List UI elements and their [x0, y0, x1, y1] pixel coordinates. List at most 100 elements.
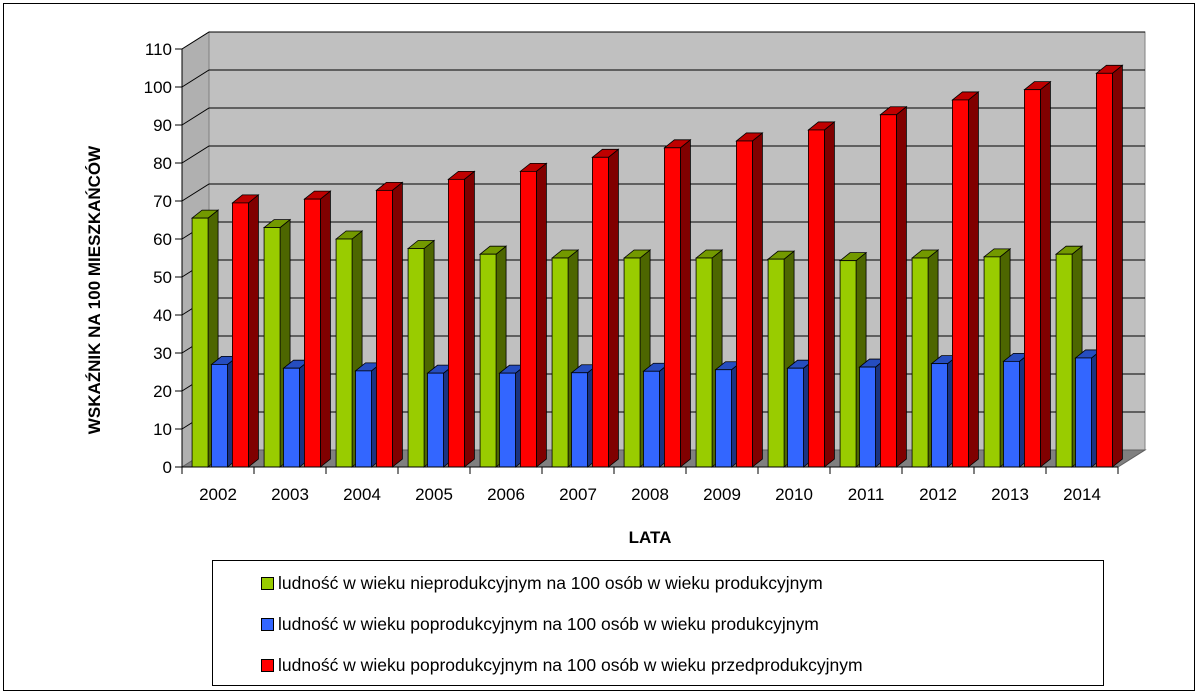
bar-side — [247, 194, 259, 468]
bar-front — [375, 189, 393, 468]
bar — [519, 162, 548, 468]
bar-front — [859, 366, 876, 468]
bar-front — [427, 372, 444, 468]
y-tick-label: 90 — [153, 116, 172, 135]
y-axis-title: WSKAŹNIK NA 100 MIESZKAŃCÓW — [85, 145, 104, 434]
bar-side — [536, 162, 547, 468]
bar-front — [695, 257, 713, 468]
gridline — [181, 107, 1145, 126]
x-tick-label: 2013 — [991, 485, 1029, 504]
bar-front — [263, 227, 281, 468]
bar-side — [1112, 64, 1123, 468]
legend-swatch-red — [261, 658, 274, 672]
bar-front — [520, 170, 537, 468]
bar — [1095, 64, 1124, 468]
bar-front — [808, 129, 825, 468]
bar-front — [1096, 72, 1113, 468]
bar — [591, 148, 620, 468]
bar-front — [911, 257, 929, 468]
bar — [406, 239, 436, 468]
bar-front — [355, 370, 372, 468]
bar-front — [335, 238, 353, 468]
bar — [447, 170, 476, 468]
legend-swatch-blue — [261, 617, 274, 631]
y-tick-label: 50 — [153, 268, 172, 287]
bar-front — [931, 363, 948, 468]
bar-side — [463, 170, 475, 468]
bar-front — [499, 372, 516, 468]
legend-item-postworking-per-working: ludność w wieku poprodukcyjnym na 100 os… — [261, 612, 819, 636]
x-tick-label: 2003 — [271, 485, 309, 504]
y-tick-label: 30 — [153, 344, 172, 363]
bar-front — [983, 256, 1001, 468]
bar-front — [571, 372, 588, 468]
y-tick-label: 60 — [153, 230, 172, 249]
bar — [807, 121, 836, 468]
bar-side — [608, 148, 619, 468]
x-tick-label: 2009 — [703, 485, 741, 504]
bar-side — [896, 105, 907, 468]
bar-side — [824, 121, 835, 468]
x-tick-label: 2006 — [487, 485, 525, 504]
bar — [550, 249, 580, 468]
legend-label: ludność w wieku poprodukcyjnym na 100 os… — [278, 613, 819, 634]
legend-item-nonworking-per-working: ludność w wieku nieprodukcyjnym na 100 o… — [261, 571, 823, 595]
bar-front — [283, 367, 300, 468]
bar — [735, 132, 764, 468]
bar-front — [643, 370, 660, 468]
legend-label: ludność w wieku nieprodukcyjnym na 100 o… — [278, 572, 823, 593]
bar-front — [447, 178, 465, 468]
legend-label: ludność w wieku poprodukcyjnym na 100 os… — [278, 654, 863, 675]
x-tick-label: 2005 — [415, 485, 453, 504]
y-tick-label: 70 — [153, 192, 172, 211]
bar — [951, 91, 980, 468]
x-tick-label: 2012 — [919, 485, 957, 504]
x-tick-label: 2007 — [559, 485, 597, 504]
bar-front — [592, 156, 609, 468]
x-tick-label: 2008 — [631, 485, 669, 504]
bar-front — [839, 260, 857, 468]
x-axis-title: LATA — [629, 528, 672, 547]
bar-front — [551, 257, 569, 468]
bar-front — [623, 257, 641, 468]
bar-front — [736, 140, 753, 468]
x-tick-label: 2014 — [1063, 485, 1101, 504]
y-tick-label: 110 — [145, 40, 172, 59]
bar-front — [715, 369, 732, 468]
bar-side — [319, 190, 331, 468]
bar-front — [479, 253, 497, 468]
x-tick-label: 2010 — [775, 485, 813, 504]
bar — [910, 249, 940, 468]
bar-front — [1003, 360, 1020, 468]
bar-side — [680, 138, 691, 468]
bar-front — [303, 198, 321, 468]
bar — [663, 138, 692, 468]
bar-front — [1075, 357, 1092, 468]
y-tick-label: 80 — [153, 154, 172, 173]
bar-front — [407, 248, 425, 468]
gridline — [181, 31, 1145, 50]
bar-front — [880, 114, 897, 468]
bar — [879, 105, 908, 468]
x-tick-label: 2004 — [343, 485, 381, 504]
bar-front — [1055, 253, 1073, 468]
bar-side — [391, 181, 403, 468]
legend-item-postworking-per-preworking: ludność w wieku poprodukcyjnym na 100 os… — [261, 653, 863, 677]
legend: ludność w wieku nieprodukcyjnym na 100 o… — [212, 560, 1104, 686]
legend-swatch-green — [261, 576, 274, 590]
bar-front — [767, 258, 785, 468]
bar-side — [1040, 80, 1051, 468]
bar-front — [787, 367, 804, 468]
bar-front — [1024, 89, 1041, 468]
bar-front — [231, 202, 249, 468]
y-tick-label: 100 — [144, 78, 172, 97]
x-tick-label: 2011 — [848, 485, 885, 504]
bar-front — [664, 147, 681, 468]
axes: 0 10 20 30 40 50 60 70 80 90 100 110 2002 2003 2004 200… — [144, 40, 1119, 504]
bar-side — [968, 91, 979, 468]
y-tick-label: 0 — [163, 458, 172, 477]
bar — [375, 181, 404, 468]
bar-front — [191, 217, 209, 468]
y-tick-label: 40 — [153, 306, 172, 325]
